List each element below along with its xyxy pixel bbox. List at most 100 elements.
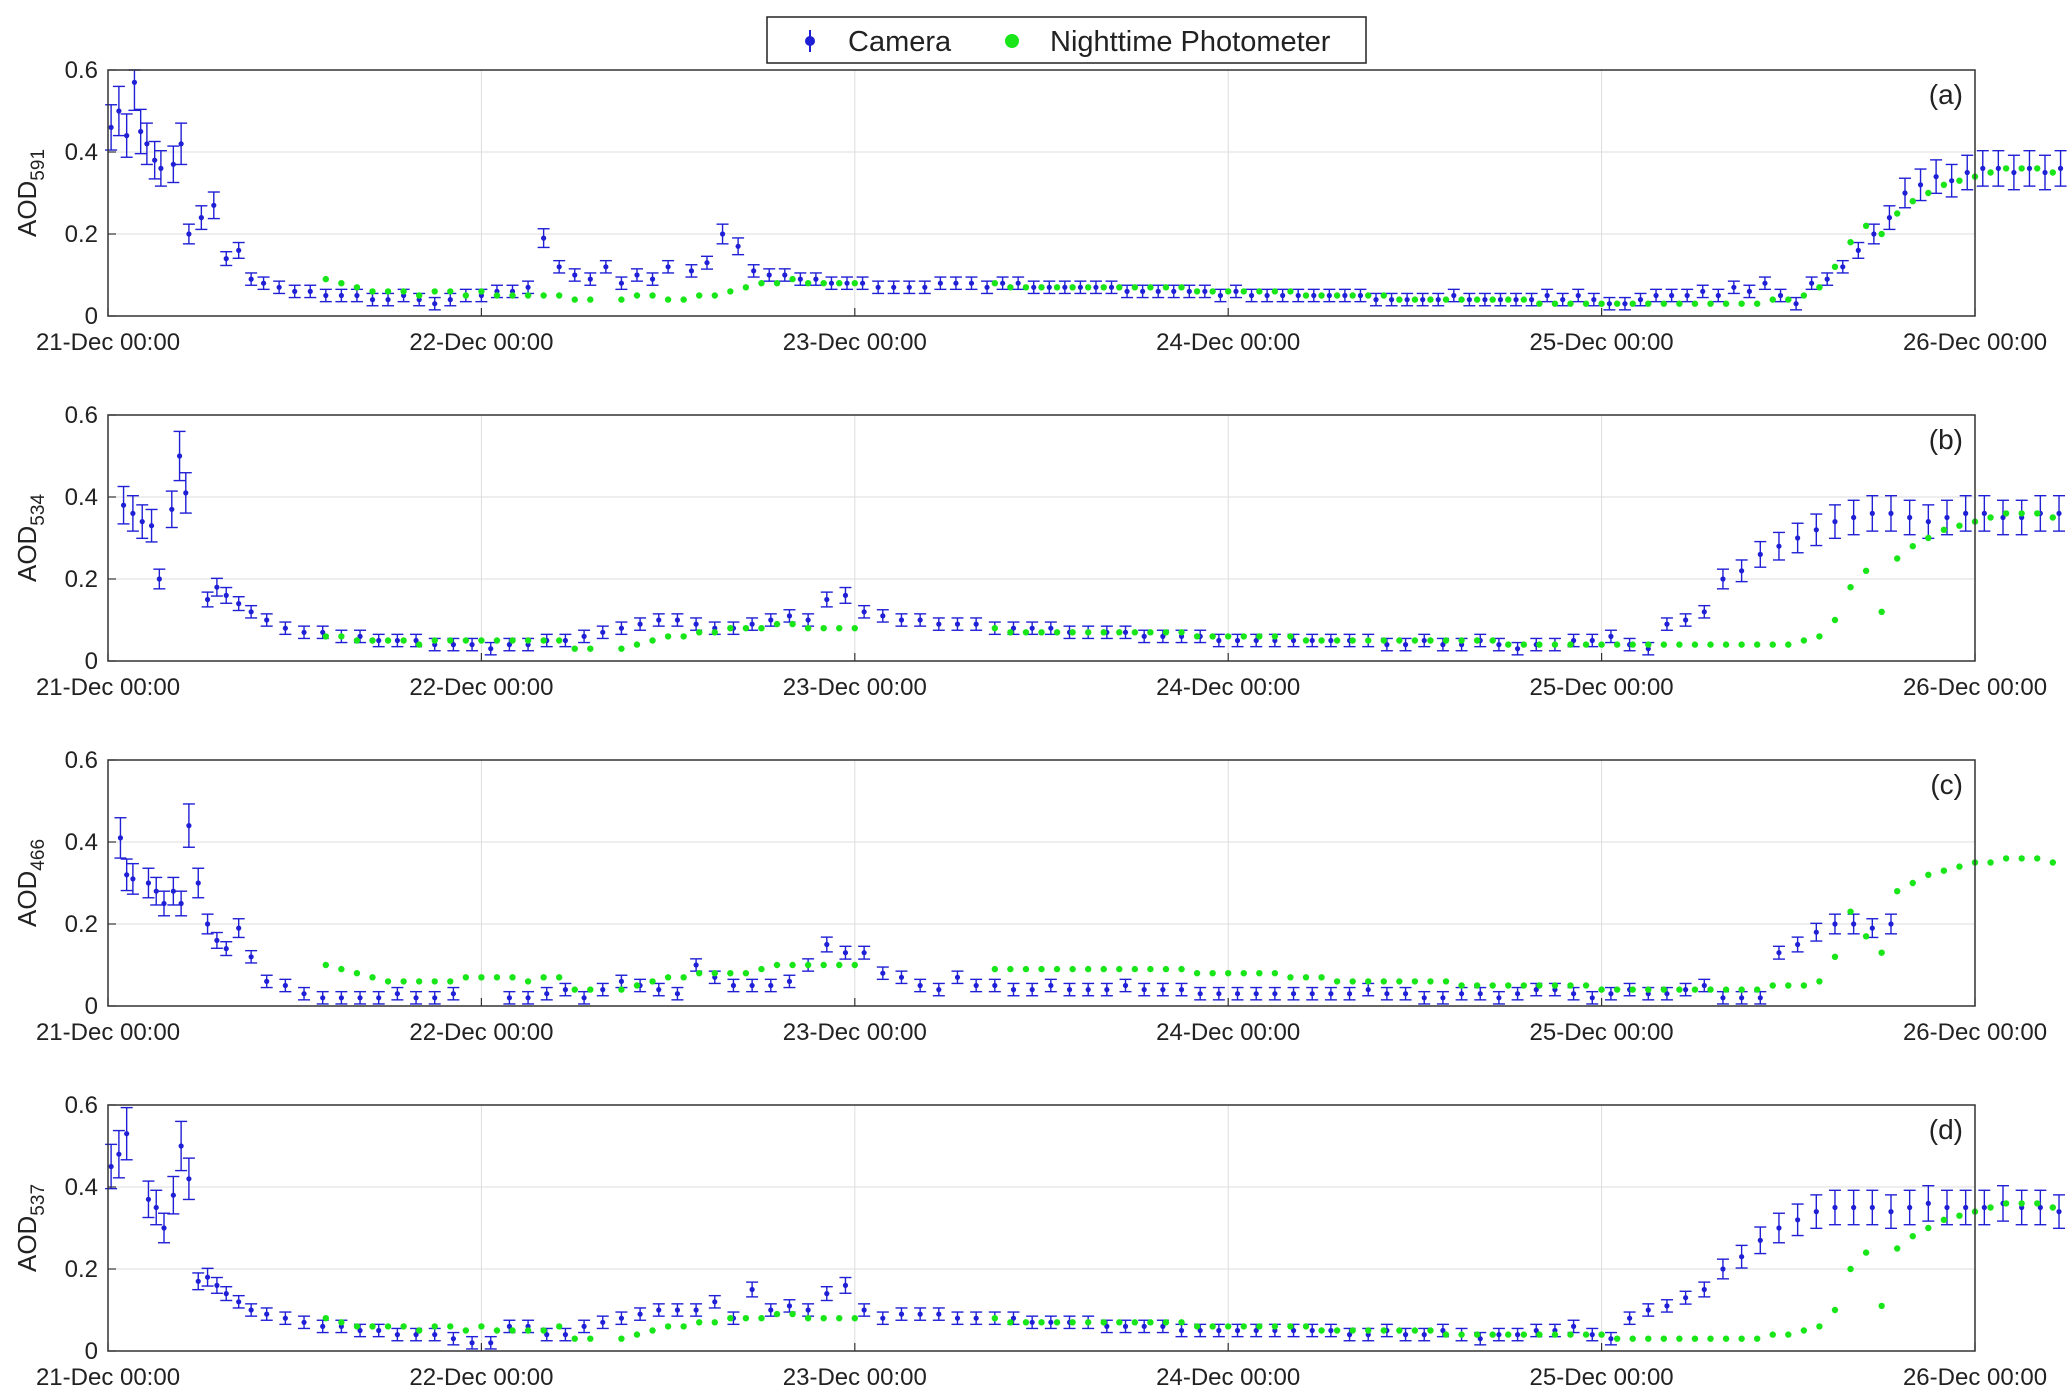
x-tick-label: 21-Dec 00:00 [36, 1019, 180, 1046]
panel-label: (d) [1929, 1114, 1963, 1145]
camera-point [1855, 247, 1861, 253]
camera-point [1589, 637, 1595, 644]
camera-point [145, 1196, 152, 1202]
photometer-point [1053, 284, 1061, 291]
camera-point [292, 288, 298, 294]
camera-point [1104, 987, 1110, 993]
photometer-point [1333, 978, 1341, 985]
camera-point [688, 268, 695, 274]
camera-point [153, 888, 159, 894]
photometer-point [338, 633, 345, 640]
photometer-point [711, 629, 718, 636]
photometer-point [836, 961, 843, 969]
camera-point [1197, 991, 1203, 997]
camera-point [1762, 280, 1768, 286]
photometer-point [400, 1323, 407, 1330]
photometer-point [524, 978, 532, 985]
camera-point [301, 629, 307, 635]
camera-point [204, 1274, 211, 1280]
y-tick-label: 0.2 [65, 221, 98, 248]
camera-point [376, 637, 382, 644]
photometer-point [1349, 1327, 1356, 1334]
photometer-point [1598, 641, 1605, 648]
photometer-point [1909, 198, 1916, 205]
camera-point [264, 1311, 270, 1317]
camera-point [813, 276, 819, 282]
camera-point [1029, 987, 1035, 993]
camera-point [1739, 568, 1745, 574]
photometer-point [773, 1310, 781, 1318]
camera-point [1141, 633, 1147, 640]
camera-point [861, 950, 867, 956]
photometer-point [1800, 982, 1808, 989]
photometer-point [353, 970, 361, 977]
x-tick-label: 21-Dec 00:00 [36, 1364, 180, 1391]
y-tick-label: 0.4 [65, 484, 98, 511]
camera-point [1888, 510, 1894, 516]
photometer-point [1925, 1224, 1932, 1232]
photometer-point [1396, 1327, 1403, 1334]
photometer-point [1925, 534, 1932, 542]
photometer-point [1520, 296, 1528, 303]
camera-point [178, 1143, 184, 1149]
photometer-point [1162, 629, 1170, 636]
camera-point [719, 231, 726, 237]
photometer-point [1147, 629, 1154, 636]
photometer-point [353, 1323, 361, 1330]
x-tick-label: 25-Dec 00:00 [1530, 329, 1674, 356]
camera-point [2000, 514, 2006, 521]
camera-point [170, 161, 176, 167]
photometer-point [804, 280, 812, 287]
photometer-point [804, 1315, 812, 1322]
photometer-point [1909, 1233, 1916, 1240]
photometer-point [1629, 300, 1636, 307]
camera-point [1093, 284, 1099, 290]
camera-point [1178, 1327, 1185, 1334]
camera-point [1925, 519, 1931, 525]
camera-point [880, 613, 886, 619]
camera-point [1048, 1319, 1054, 1325]
y-tick-label: 0.4 [65, 829, 98, 856]
camera-point [937, 280, 943, 286]
photometer-point [618, 645, 625, 652]
photometer-point [1894, 888, 1901, 895]
camera-point [1000, 280, 1006, 286]
photometer-point [1240, 1323, 1247, 1330]
camera-point [1346, 991, 1353, 997]
photometer-point [836, 280, 843, 287]
camera-point [450, 991, 456, 997]
camera-point [525, 284, 531, 290]
camera-point [656, 617, 662, 623]
photometer-point [680, 296, 687, 303]
camera-point [447, 297, 453, 303]
camera-point [161, 1225, 167, 1231]
camera-point [1715, 292, 1721, 299]
photometer-point [649, 1327, 656, 1334]
camera-point [751, 268, 757, 274]
photometer-point [1567, 1331, 1574, 1338]
camera-point [637, 621, 643, 627]
photometer-point [1676, 986, 1683, 993]
photometer-point [711, 970, 718, 977]
photometer-point [727, 625, 734, 632]
x-tick-label: 24-Dec 00:00 [1156, 1364, 1300, 1391]
photometer-point [1862, 1249, 1870, 1256]
camera-point [634, 272, 640, 278]
photometer-point [1738, 641, 1745, 648]
photometer-point [633, 982, 641, 989]
photometer-point [2018, 855, 2025, 862]
photometer-point [1660, 1335, 1668, 1342]
photometer-point [1069, 629, 1076, 636]
photometer-point [1349, 637, 1356, 644]
camera-point [1458, 991, 1465, 997]
camera-point [338, 995, 344, 1001]
camera-point [1570, 637, 1577, 644]
photometer-point [1131, 1319, 1139, 1326]
photometer-point [1551, 982, 1559, 989]
photometer-point [1536, 1331, 1543, 1338]
camera-point [1560, 297, 1566, 303]
photometer-point [1365, 637, 1372, 644]
camera-point [1234, 637, 1241, 644]
camera-point [906, 284, 912, 290]
camera-point [1272, 991, 1278, 997]
